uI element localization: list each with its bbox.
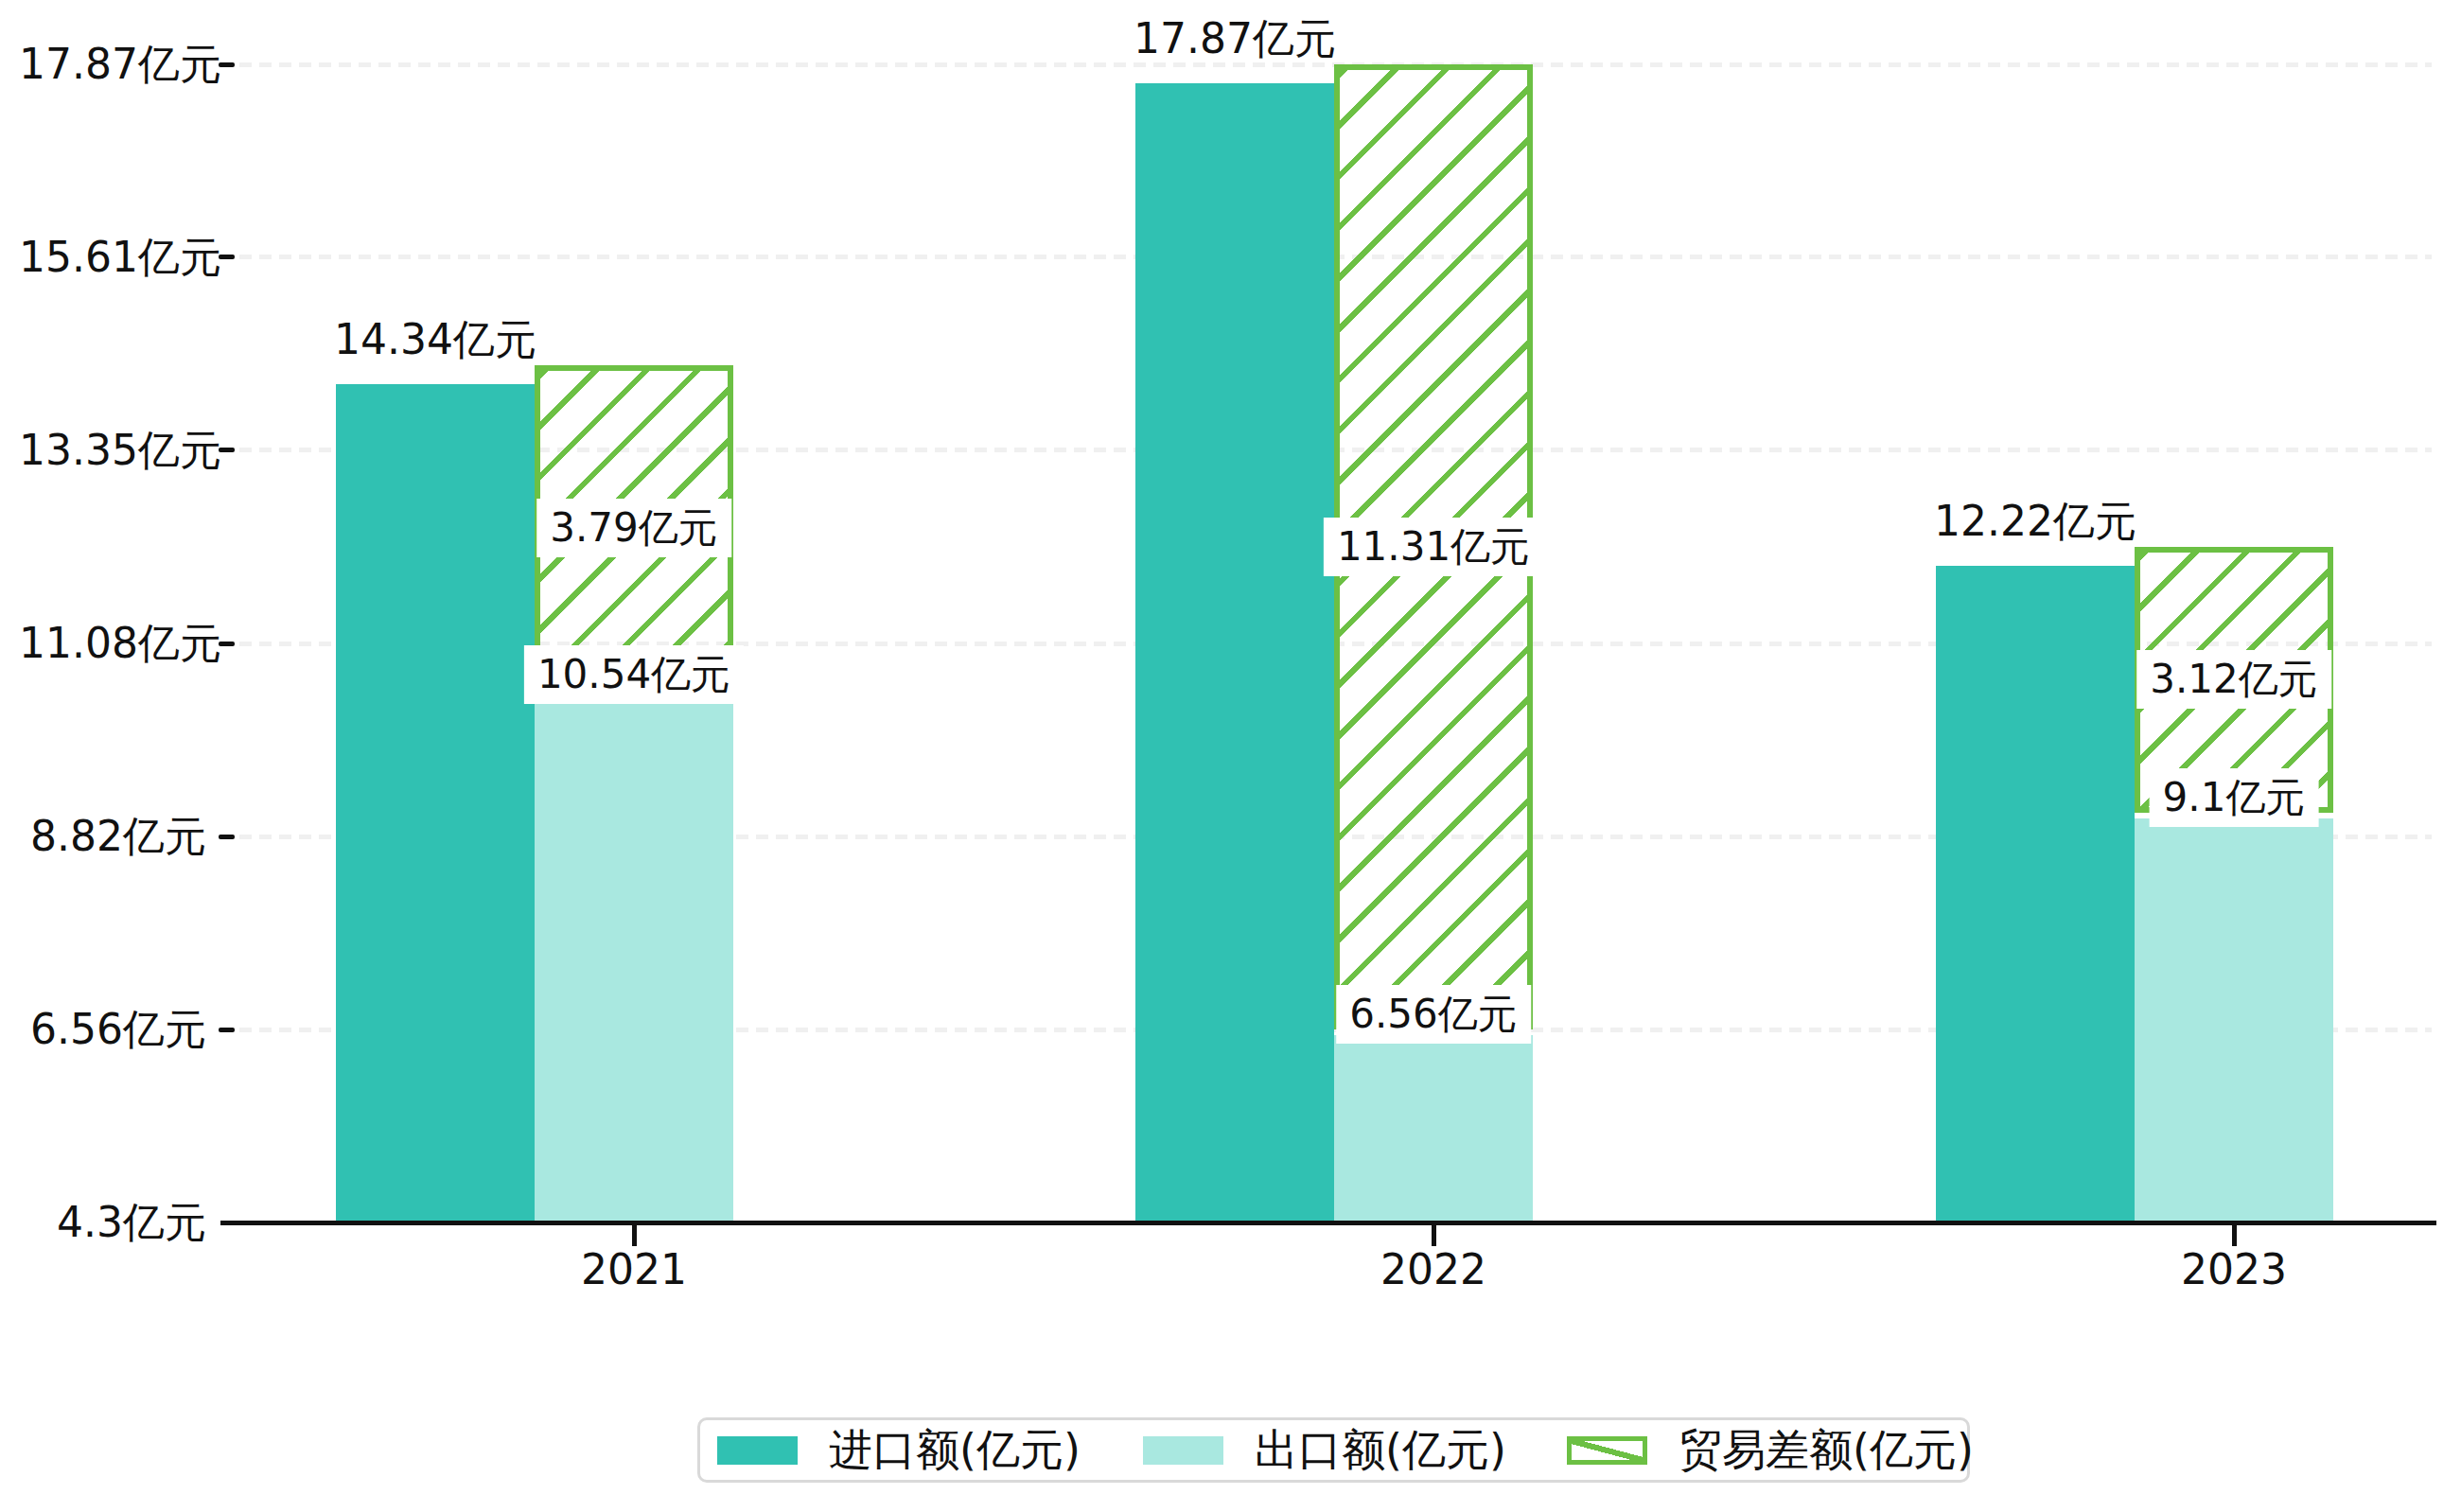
- export-value-label: 9.1亿元: [2150, 768, 2319, 827]
- trade-bar-chart: 4.3亿元 6.56亿元 8.82亿元 11.08亿元 13.35亿元 15.61亿元 17…: [0, 0, 2461, 1512]
- diff-hatch-swatch-icon: [1567, 1436, 1647, 1465]
- legend-label-diff: 贸易差额(亿元): [1679, 1420, 1974, 1480]
- y-axis-label: 13.35亿元: [19, 430, 206, 471]
- legend-label-import: 进口额(亿元): [829, 1420, 1081, 1480]
- x-axis-label: 2023: [2181, 1249, 2287, 1291]
- y-axis-label: 15.61亿元: [19, 237, 206, 278]
- legend-item-diff[interactable]: 贸易差额(亿元): [1567, 1420, 1974, 1480]
- y-axis-label: 4.3亿元: [19, 1202, 206, 1243]
- import-bar-2021[interactable]: [336, 384, 535, 1222]
- x-axis-label: 2021: [581, 1249, 687, 1291]
- import-swatch-icon: [717, 1436, 798, 1465]
- x-axis-line: [220, 1221, 2436, 1225]
- diff-value-label: 3.12亿元: [2136, 650, 2331, 709]
- import-bar-2023[interactable]: [1936, 566, 2135, 1222]
- legend-item-export[interactable]: 出口额(亿元): [1143, 1420, 1506, 1480]
- export-swatch-icon: [1143, 1436, 1223, 1465]
- export-bar-2023[interactable]: [2135, 818, 2333, 1222]
- diff-value-label: 3.79亿元: [536, 499, 731, 557]
- x-axis-tick: [632, 1225, 637, 1246]
- import-value-label: 12.22亿元: [1934, 496, 2136, 547]
- x-axis-tick: [1432, 1225, 1436, 1246]
- export-value-label: 6.56亿元: [1336, 985, 1531, 1044]
- y-axis-label: 8.82亿元: [19, 816, 206, 857]
- export-value-label: 10.54亿元: [524, 645, 744, 704]
- import-value-label: 14.34亿元: [334, 314, 536, 365]
- x-axis-tick: [2232, 1225, 2237, 1246]
- legend: 进口额(亿元) 出口额(亿元) 贸易差额(亿元): [697, 1417, 1970, 1483]
- y-axis-label: 17.87亿元: [19, 44, 206, 85]
- import-bar-2022[interactable]: [1135, 83, 1334, 1222]
- export-bar-2022[interactable]: [1334, 1035, 1533, 1222]
- legend-item-import[interactable]: 进口额(亿元): [717, 1420, 1081, 1480]
- y-axis-label: 6.56亿元: [19, 1009, 206, 1050]
- diff-value-label: 11.31亿元: [1324, 518, 1543, 576]
- y-axis-label: 11.08亿元: [19, 623, 206, 664]
- y-axis-tick: [219, 1028, 235, 1032]
- export-bar-2021[interactable]: [535, 695, 733, 1222]
- y-axis-tick: [219, 835, 235, 839]
- import-value-label: 17.87亿元: [1134, 13, 1336, 64]
- x-axis-label: 2022: [1380, 1249, 1486, 1291]
- legend-label-export: 出口额(亿元): [1255, 1420, 1506, 1480]
